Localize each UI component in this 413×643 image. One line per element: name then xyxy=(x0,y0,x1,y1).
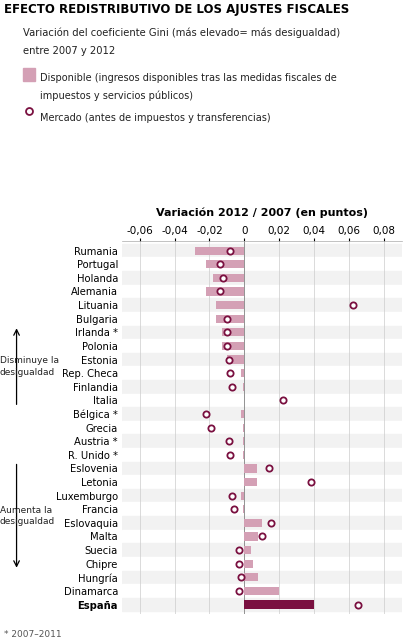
Bar xyxy=(122,285,401,298)
Bar xyxy=(240,369,244,377)
Bar xyxy=(122,421,401,435)
Bar xyxy=(242,505,244,513)
Text: impuestos y servicios públicos): impuestos y servicios públicos) xyxy=(40,91,193,101)
Bar xyxy=(244,601,313,609)
Bar xyxy=(226,356,244,364)
Bar xyxy=(122,394,401,407)
Bar xyxy=(242,437,244,446)
Bar xyxy=(122,598,401,611)
Bar xyxy=(122,448,401,462)
Bar xyxy=(122,530,401,543)
Bar xyxy=(242,424,244,431)
Bar xyxy=(206,287,244,296)
Text: Aumenta la
desigualdad: Aumenta la desigualdad xyxy=(0,505,55,527)
Bar xyxy=(122,312,401,325)
Text: Mercado (antes de impuestos y transferencias): Mercado (antes de impuestos y transferen… xyxy=(40,113,270,123)
Bar xyxy=(244,464,256,473)
Bar xyxy=(244,559,252,568)
Text: Variación del coeficiente Gini (más elevado= más desigualdad): Variación del coeficiente Gini (más elev… xyxy=(23,28,339,38)
Bar xyxy=(122,557,401,570)
Bar xyxy=(195,246,244,255)
Title: Variación 2012 / 2007 (en puntos): Variación 2012 / 2007 (en puntos) xyxy=(155,207,367,218)
Bar xyxy=(122,339,401,353)
Text: EFECTO REDISTRIBUTIVO DE LOS AJUSTES FISCALES: EFECTO REDISTRIBUTIVO DE LOS AJUSTES FIS… xyxy=(4,3,349,16)
Bar xyxy=(122,516,401,530)
Bar xyxy=(122,584,401,598)
Bar xyxy=(216,301,244,309)
Bar xyxy=(122,489,401,502)
Bar xyxy=(122,435,401,448)
Bar xyxy=(216,314,244,323)
Text: Disminuye la
desigualdad: Disminuye la desigualdad xyxy=(0,356,59,377)
Bar xyxy=(242,451,244,459)
Bar xyxy=(221,342,244,350)
Bar xyxy=(244,587,279,595)
Bar xyxy=(244,546,251,554)
Bar xyxy=(122,325,401,339)
Bar xyxy=(212,274,244,282)
Bar xyxy=(244,478,256,486)
Bar xyxy=(122,257,401,271)
Bar xyxy=(221,328,244,336)
Bar xyxy=(122,543,401,557)
Bar xyxy=(122,353,401,367)
Bar xyxy=(122,380,401,394)
Bar xyxy=(122,462,401,475)
Text: entre 2007 y 2012: entre 2007 y 2012 xyxy=(23,46,115,56)
Bar xyxy=(244,573,258,581)
Bar xyxy=(122,570,401,584)
Bar xyxy=(122,367,401,380)
Bar xyxy=(244,519,261,527)
Text: Disponible (ingresos disponibles tras las medidas fiscales de: Disponible (ingresos disponibles tras la… xyxy=(40,73,336,83)
Bar xyxy=(240,491,244,500)
Bar xyxy=(240,410,244,418)
Bar xyxy=(122,407,401,421)
Bar xyxy=(122,475,401,489)
Bar xyxy=(242,383,244,391)
Bar xyxy=(122,271,401,285)
Bar xyxy=(206,260,244,268)
Bar xyxy=(244,532,258,541)
Text: * 2007–2011: * 2007–2011 xyxy=(4,630,62,639)
Bar xyxy=(122,244,401,257)
Bar xyxy=(122,298,401,312)
Bar xyxy=(122,502,401,516)
